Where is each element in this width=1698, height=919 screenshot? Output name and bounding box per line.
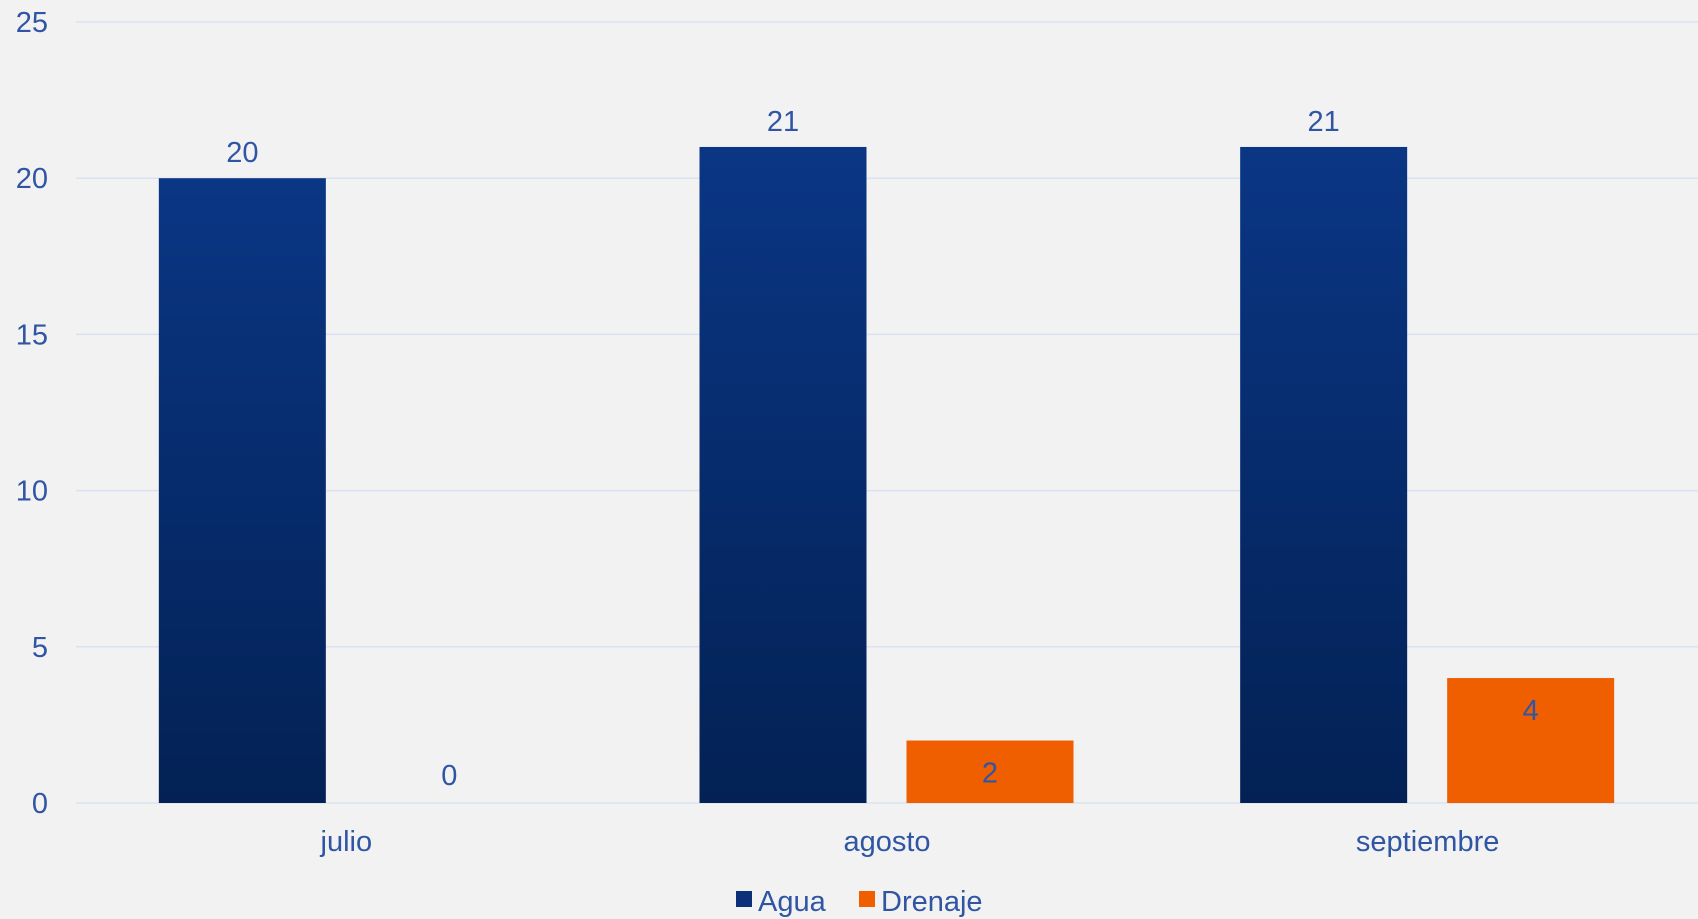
bar-drenaje-septiembre <box>1447 678 1615 803</box>
y-tick-label: 5 <box>32 632 48 664</box>
y-tick-label: 0 <box>32 788 48 820</box>
bars <box>158 146 1615 803</box>
legend-label-agua: Agua <box>758 886 827 918</box>
y-tick-label: 25 <box>16 7 48 39</box>
legend-label-drenaje: Drenaje <box>881 886 983 918</box>
gridlines <box>76 21 1698 804</box>
x-tick-label: agosto <box>843 826 930 858</box>
x-axis-tick-labels: julio agosto septiembre <box>320 826 1500 858</box>
y-axis-tick-labels: 0 5 10 15 20 25 <box>16 7 48 820</box>
bar-agua-agosto <box>699 146 867 803</box>
bar-drenaje-agosto <box>906 740 1074 803</box>
legend-swatch-drenaje <box>859 891 875 907</box>
x-tick-label: julio <box>320 826 373 858</box>
data-label: 20 <box>226 137 258 169</box>
bar-agua-septiembre <box>1240 146 1408 803</box>
data-label: 2 <box>982 758 998 790</box>
bar-agua-julio <box>158 178 326 803</box>
data-labels: 20 0 21 2 21 4 <box>226 106 1539 792</box>
data-label: 0 <box>441 760 457 792</box>
y-tick-label: 10 <box>16 476 48 508</box>
legend: Agua Drenaje <box>736 886 983 918</box>
x-tick-label: septiembre <box>1356 826 1499 858</box>
y-tick-label: 15 <box>16 319 48 351</box>
data-label: 21 <box>1308 106 1340 138</box>
legend-swatch-agua <box>736 891 752 907</box>
y-tick-label: 20 <box>16 163 48 195</box>
data-label: 4 <box>1523 695 1539 727</box>
data-label: 21 <box>767 106 799 138</box>
